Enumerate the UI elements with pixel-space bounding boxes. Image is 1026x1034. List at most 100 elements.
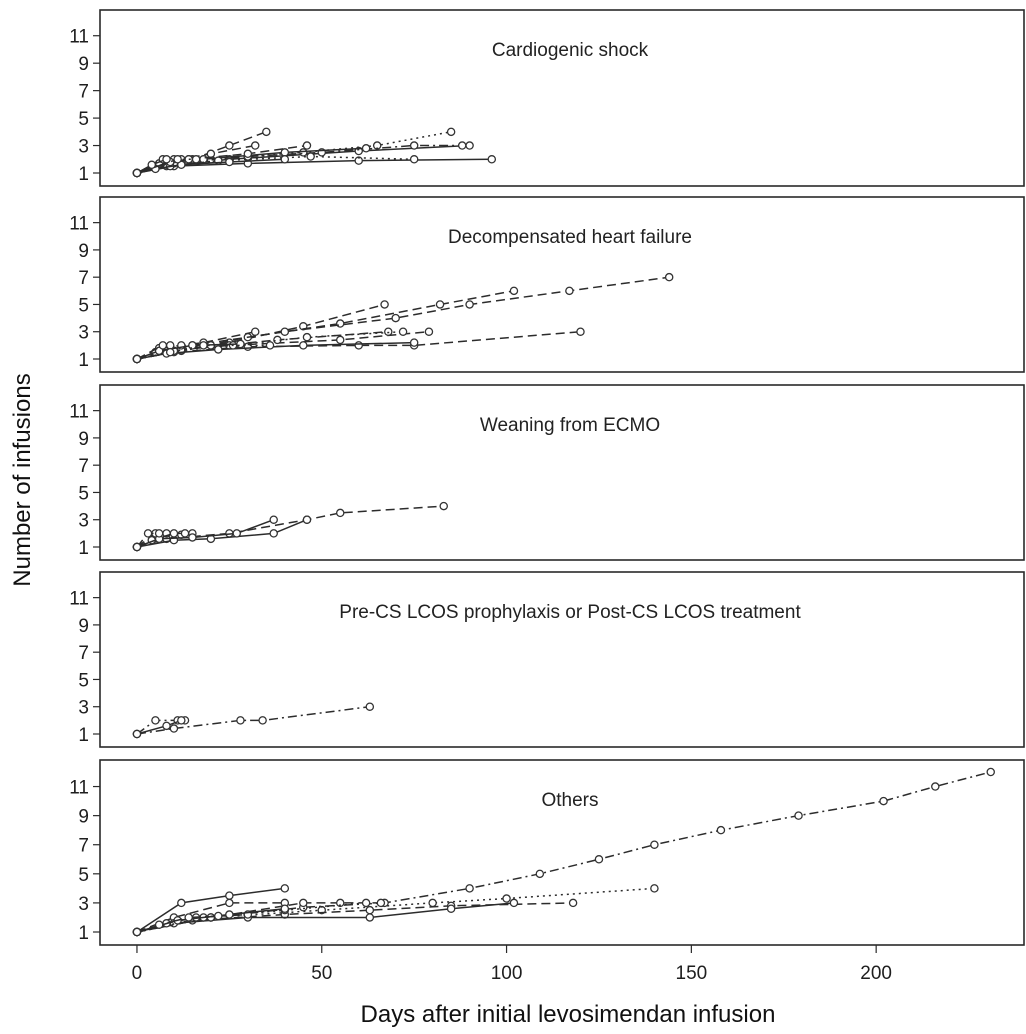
panel-frame [99, 759, 1025, 946]
data-point [384, 327, 393, 336]
series-line [136, 719, 185, 735]
data-point [154, 920, 164, 929]
data-point [250, 141, 260, 150]
data-point [225, 157, 234, 167]
y-tick-label: 3 [78, 323, 89, 344]
data-point [280, 148, 290, 157]
panel-frame [99, 9, 1025, 187]
data-point [225, 891, 234, 900]
data-point [594, 855, 604, 864]
data-point [151, 716, 160, 725]
data-point [535, 869, 545, 879]
y-tick-label: 5 [78, 865, 89, 886]
series-line [136, 915, 219, 933]
x-tick-label: 100 [491, 963, 523, 984]
data-point [435, 300, 445, 309]
x-axis: 0 50 100 150 200 [132, 945, 892, 984]
data-point [565, 286, 574, 296]
data-point [280, 904, 290, 913]
panel-frame [99, 384, 1025, 561]
data-point [280, 155, 290, 164]
data-point [509, 898, 519, 908]
data-point [258, 716, 267, 725]
data-point [446, 127, 456, 137]
y-tick-label: 1 [78, 164, 89, 185]
data-point [169, 724, 179, 733]
data-point [162, 155, 171, 164]
data-point [158, 341, 168, 350]
data-point [225, 141, 234, 150]
data-point [457, 141, 467, 150]
data-point [154, 529, 164, 538]
y-tick-label: 9 [78, 807, 89, 828]
data-point [465, 300, 474, 309]
data-point [879, 796, 888, 806]
data-point [568, 898, 578, 908]
data-point [143, 529, 153, 538]
data-point [664, 272, 674, 282]
data-point [132, 542, 142, 552]
y-tick-label: 7 [78, 643, 89, 664]
y-tick-label: 1 [78, 725, 89, 746]
series-line [136, 705, 370, 735]
y-tick-label: 5 [78, 670, 89, 691]
data-point [132, 729, 142, 739]
data-point [354, 156, 363, 165]
data-point [199, 341, 208, 350]
data-point [225, 898, 234, 908]
panel-frame [99, 571, 1025, 748]
series-line [136, 887, 285, 933]
data-point [269, 515, 278, 524]
panel-3: 1 3 5 7 9 11 Weaning from ECMO [69, 384, 1025, 561]
data-point [232, 529, 242, 538]
panel-title: Weaning from ECMO [480, 415, 660, 436]
y-tick-label: 3 [78, 698, 89, 719]
y-tick-label: 1 [78, 350, 89, 371]
data-point [424, 327, 434, 336]
data-point [465, 884, 474, 893]
data-point [299, 898, 308, 908]
data-point [262, 127, 271, 137]
panel-5: 1 3 5 7 9 11 Others [69, 759, 1025, 946]
data-point [376, 898, 386, 908]
y-tick-label: 7 [78, 456, 89, 477]
data-point [184, 155, 193, 164]
data-point [335, 898, 345, 908]
data-point [147, 160, 156, 170]
data-point [409, 338, 419, 347]
y-tick-label: 3 [78, 511, 89, 532]
data-point [361, 144, 371, 153]
x-tick-label: 0 [132, 963, 143, 984]
data-point [509, 286, 519, 296]
data-point [180, 529, 190, 538]
panel-1: 1 3 5 7 9 11 Cardiogenic shock [69, 9, 1025, 187]
data-point [335, 508, 345, 518]
data-point [299, 341, 308, 350]
data-point [173, 155, 182, 164]
data-point [302, 515, 312, 524]
data-point [302, 141, 312, 150]
y-tick-label: 7 [78, 268, 89, 289]
data-point [191, 155, 201, 164]
y-tick-label: 3 [78, 894, 89, 915]
x-axis-title: Days after initial levosimendan infusion [361, 1001, 776, 1028]
series-line [136, 303, 385, 360]
y-tick-label: 11 [69, 589, 89, 610]
data-point [177, 716, 186, 725]
data-point [188, 533, 197, 542]
x-tick-label: 200 [860, 963, 892, 984]
data-point [214, 345, 223, 354]
data-point [306, 152, 315, 161]
data-point [650, 840, 659, 849]
data-point [428, 898, 437, 908]
data-point [502, 894, 511, 903]
data-point [225, 910, 234, 919]
data-point [986, 767, 995, 777]
y-tick-label: 9 [78, 241, 89, 262]
panel-frame [99, 196, 1025, 373]
data-point [169, 529, 179, 538]
data-point [409, 141, 419, 150]
y-tick-label: 3 [78, 137, 89, 158]
